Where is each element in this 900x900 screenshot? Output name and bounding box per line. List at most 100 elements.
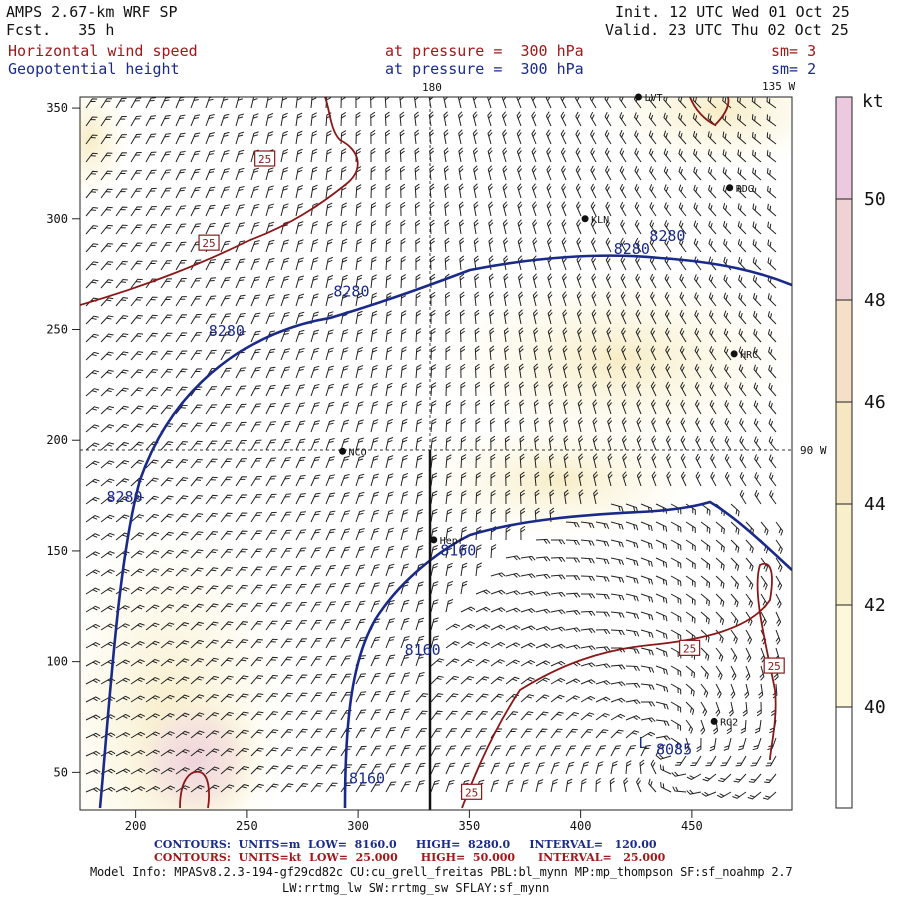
svg-text:25: 25	[465, 786, 478, 799]
footer-height-contours: CONTOURS: UNITS=m LOW= 8160.0 HIGH= 8280…	[154, 838, 657, 851]
model-info-2: LW:rrtmg_lw SW:rrtmg_sw SFLAY:sf_mynn	[282, 881, 550, 895]
height-label: 8280	[333, 282, 369, 300]
model-title: AMPS 2.67-km WRF SP	[6, 3, 178, 21]
height-label: 8085	[656, 741, 692, 759]
speed-label: 25	[763, 657, 785, 674]
speed-contour-labels: 25 25 25 25 25	[198, 150, 785, 800]
station-label: Hepr	[440, 536, 464, 547]
x-tick-label: 200	[125, 819, 147, 833]
colorbar-bin-40-42	[835, 604, 853, 708]
height-label: 8160	[349, 769, 385, 787]
y-tick-label: 350	[46, 101, 68, 115]
height-contour-8280	[98, 254, 792, 809]
meridian-135w-label: 135 W	[762, 80, 795, 93]
c2-int: INTERVAL= 25.000	[538, 851, 666, 864]
x-tick-label: 450	[681, 819, 703, 833]
height-label: 8160	[405, 641, 441, 659]
x-tick-label: 300	[347, 819, 369, 833]
meridian-lines	[80, 97, 792, 451]
speed-contour-north	[80, 97, 359, 306]
colorbar-label: 46	[864, 392, 886, 413]
field1-smoothing: sm= 3	[771, 42, 817, 60]
speed-label: 25	[461, 783, 483, 800]
station-rg2: RG2	[710, 717, 738, 728]
wind-speed-shading	[80, 97, 792, 810]
colorbar-bin-46-48	[835, 299, 853, 403]
height-label: 8280	[209, 322, 245, 340]
c2-units: UNITS=kt	[238, 851, 302, 864]
x-tick-label: 250	[236, 819, 258, 833]
field2-level: at pressure = 300 hPa	[385, 60, 584, 78]
valid-time: Valid. 23 UTC Thu 02 Oct 25	[605, 21, 849, 39]
station-rdg: RDG	[726, 184, 754, 195]
c1-units: UNITS=m	[238, 838, 301, 851]
height-contour-8160	[343, 500, 792, 809]
colorbar-unit: kt	[862, 91, 884, 112]
station-label: RG2	[720, 717, 738, 728]
y-tick-label: 250	[46, 323, 68, 337]
footer-speed-contours: CONTOURS: UNITS=kt LOW= 25.000 HIGH= 50.…	[154, 851, 665, 864]
c2-head: CONTOURS:	[154, 851, 231, 864]
svg-text:25: 25	[258, 153, 271, 166]
c1-low: LOW= 8160.0	[308, 838, 397, 851]
colorbar-label: 40	[864, 697, 886, 718]
station-nco: NCO	[339, 447, 367, 458]
speed-contour-southeast	[461, 562, 777, 809]
field2-name: Geopotential height	[8, 60, 180, 78]
height-label: 8280	[614, 240, 650, 258]
colorbar-label: 50	[864, 189, 886, 210]
station-label: RDG	[736, 184, 754, 195]
colorbar-label: 44	[864, 494, 886, 515]
c1-high: HIGH= 8280.0	[415, 838, 511, 851]
low-mark: L	[638, 734, 647, 752]
plot-frame	[79, 96, 793, 811]
station-label: KLN	[591, 215, 609, 226]
station-label: LVT	[644, 93, 662, 104]
speed-contour-southwest	[179, 770, 210, 809]
height-label: 8160	[440, 541, 476, 559]
y-tick-label: 300	[46, 212, 68, 226]
colorbar-bin-44-46	[835, 401, 853, 505]
field1-level: at pressure = 300 hPa	[385, 42, 584, 60]
meridian-180-label: 180	[422, 81, 442, 94]
c2-low: LOW= 25.000	[309, 851, 398, 864]
model-info: Model Info: MPASv8.2.3-194-gf29cd82c CU:…	[90, 865, 793, 879]
svg-text:25: 25	[768, 660, 781, 673]
svg-text:25: 25	[202, 237, 215, 250]
meridian-90w-label: 90 W	[800, 444, 827, 457]
colorbar: kt 40 42 44 46 48 50	[835, 91, 886, 809]
speed-label: 25	[679, 639, 701, 656]
y-tick-label: 200	[46, 433, 68, 447]
forecast-hour: Fcst. 35 h	[6, 22, 114, 39]
x-tick-label: 350	[459, 819, 481, 833]
colorbar-bin-above-50	[835, 96, 853, 200]
station-hepr: Hepr	[430, 536, 464, 547]
colorbar-bin-42-44	[835, 503, 853, 606]
wind-barbs	[85, 97, 784, 800]
c1-head: CONTOURS:	[154, 838, 231, 851]
speed-label: 25	[198, 234, 220, 251]
low-markers: L	[638, 734, 647, 752]
station-label: NCO	[349, 447, 367, 458]
y-tick-label: 50	[54, 765, 68, 779]
svg-text:25: 25	[683, 642, 696, 655]
colorbar-bin-below-40	[835, 706, 853, 809]
height-label: 8280	[649, 227, 685, 245]
init-time: Init. 12 UTC Wed 01 Oct 25	[615, 3, 850, 21]
x-axis: 200 250 300 350 400 450	[125, 810, 703, 833]
x-tick-label: 400	[570, 819, 592, 833]
fcst-value: 35 h	[78, 21, 115, 39]
speed-contour-top	[689, 97, 730, 127]
station-lvt: LVT	[634, 93, 663, 104]
field1-name: Horizontal wind speed	[8, 42, 198, 60]
colorbar-bin-48-50	[835, 198, 853, 301]
station-label: HRC	[740, 350, 758, 361]
colorbar-label: 48	[864, 290, 886, 311]
station-hrc: HRC	[730, 350, 758, 361]
height-label: 8280	[106, 488, 142, 506]
height-contours	[98, 254, 792, 809]
field2-smoothing: sm= 2	[771, 60, 817, 78]
speed-contours	[80, 97, 777, 809]
